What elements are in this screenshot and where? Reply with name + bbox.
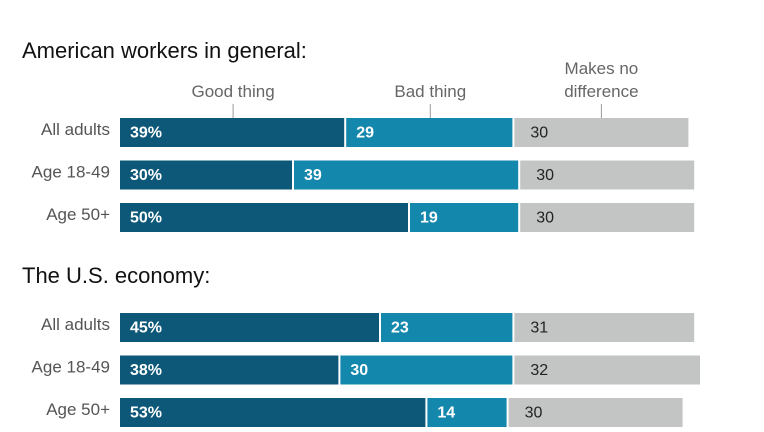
value-label: 30 [350,362,368,379]
value-label: 39% [130,125,162,142]
value-label: 30% [130,167,162,184]
value-label: 19 [420,210,438,227]
bar-segment [340,355,513,385]
bar-segment [520,203,695,232]
bar-segment [346,118,513,147]
value-label: 29 [356,125,374,142]
category-label: All adults [41,315,110,334]
bar-segment [120,355,339,385]
value-label: 30 [525,405,543,422]
value-label: 53% [130,405,162,422]
category-label: Age 18-49 [32,357,110,376]
category-label: Age 50+ [46,205,110,224]
bar-segment [381,313,513,342]
bar-segment [120,203,408,232]
value-label: 32 [530,362,548,379]
category-label: Age 18-49 [32,162,110,181]
bar-segment [120,118,345,147]
value-label: 30 [536,210,554,227]
value-label: 14 [437,405,455,422]
value-label: 45% [130,320,162,337]
legend-label: Bad thing [394,82,467,101]
value-label: 31 [530,320,548,337]
category-label: Age 50+ [46,400,110,419]
bar-segment [514,355,700,385]
bar-segment [410,203,519,232]
bar-segment [427,398,507,427]
legend-label: Good thing [191,82,275,101]
value-label: 23 [391,320,409,337]
bar-segment [120,398,426,427]
bar-segment [508,398,683,427]
legend-label: Makes no difference [564,59,639,101]
value-label: 50% [130,210,162,227]
bar-segment [120,313,379,342]
value-label: 39 [304,167,322,184]
value-label: 30 [536,167,554,184]
value-label: 38% [130,362,162,379]
bar-segment [514,313,695,342]
bar-segment [520,160,695,190]
bar-segment [120,160,292,190]
bar-segment [514,118,689,147]
panel-title: The U.S. economy: [22,263,210,288]
bar-segment [294,160,519,190]
category-label: All adults [41,120,110,139]
panel-title: American workers in general: [22,38,307,63]
value-label: 30 [530,125,548,142]
